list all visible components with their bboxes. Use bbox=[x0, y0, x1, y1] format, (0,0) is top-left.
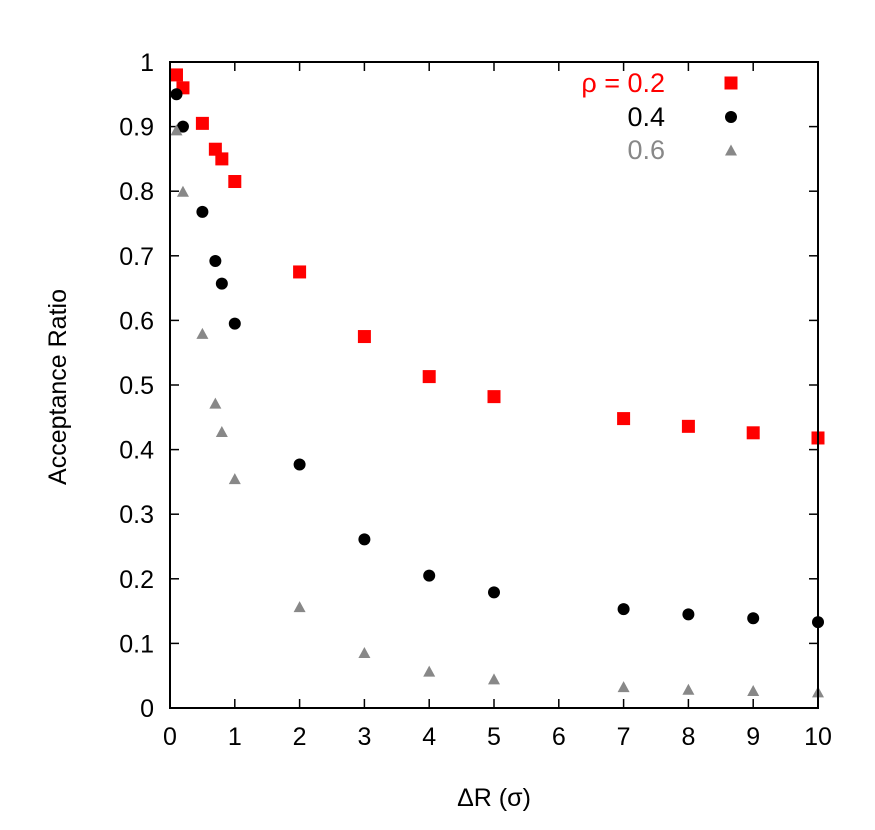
series-3-point bbox=[196, 327, 209, 339]
x-tick-label: 4 bbox=[422, 723, 436, 751]
series-2-point bbox=[228, 317, 241, 330]
y-tick-label: 0.5 bbox=[119, 372, 154, 400]
legend-marker bbox=[725, 111, 737, 123]
y-tick-label: 0.9 bbox=[119, 114, 154, 142]
series-1-point bbox=[746, 426, 760, 440]
y-tick-label: 1 bbox=[140, 49, 154, 77]
series-1-point bbox=[681, 419, 695, 433]
series-2-point bbox=[358, 533, 371, 546]
series-1-point bbox=[215, 152, 229, 166]
series-3-point bbox=[682, 683, 695, 695]
series-3-point bbox=[358, 646, 371, 658]
y-tick-label: 0.6 bbox=[119, 307, 154, 335]
y-tick-label: 0.8 bbox=[119, 178, 154, 206]
series-2 bbox=[170, 88, 824, 629]
series-3-point bbox=[617, 681, 630, 693]
x-tick-label: 0 bbox=[163, 723, 177, 751]
series-2-point bbox=[176, 120, 189, 133]
legend-marker bbox=[724, 76, 738, 90]
x-tick-label: 7 bbox=[617, 723, 631, 751]
x-tick-label: 6 bbox=[552, 723, 566, 751]
data-points bbox=[169, 68, 825, 698]
series-1-point bbox=[357, 330, 371, 344]
series-3-point bbox=[215, 426, 228, 438]
y-tick-label: 0.4 bbox=[119, 437, 154, 465]
axis-ticks bbox=[169, 61, 819, 709]
legend-marker bbox=[725, 144, 737, 156]
plot-frame bbox=[169, 61, 819, 709]
series-1-point bbox=[228, 175, 242, 189]
series-2-point bbox=[682, 608, 695, 621]
series-3-point bbox=[176, 185, 189, 197]
series-3-point bbox=[209, 397, 222, 409]
series-3-point bbox=[488, 673, 500, 685]
legend: ρ = 0.2 0.40.6 bbox=[581, 68, 738, 165]
y-tick-label: 0.3 bbox=[119, 501, 154, 529]
y-axis-label: Acceptance Ratio bbox=[44, 289, 72, 485]
series-2-point bbox=[747, 612, 760, 625]
series-2-point bbox=[196, 205, 209, 218]
series-2-point bbox=[209, 254, 222, 267]
x-tick-label: 3 bbox=[357, 723, 371, 751]
series-1-point bbox=[169, 68, 183, 82]
series-1-point bbox=[422, 370, 436, 384]
series-2-point bbox=[423, 569, 436, 582]
series-1-point bbox=[293, 265, 307, 279]
x-axis-label: ΔR (σ) bbox=[457, 784, 531, 812]
tick-labels: 0 1 2 3 4 5 6 7 8 9 10 0 0.1 0.2 0.3 0.4 0.5 0.6 0.7 0.8 0.9… bbox=[119, 49, 832, 751]
series-1 bbox=[169, 68, 825, 445]
x-tick-label: 9 bbox=[746, 723, 760, 751]
y-tick-label: 0.7 bbox=[119, 243, 154, 271]
x-tick-label: 10 bbox=[804, 723, 832, 751]
x-tick-label: 2 bbox=[293, 723, 307, 751]
series-2-point bbox=[617, 603, 630, 616]
series-2-point bbox=[488, 586, 500, 599]
series-3-point bbox=[293, 601, 306, 613]
series-3-point bbox=[747, 685, 760, 697]
series-3-point bbox=[423, 665, 436, 677]
x-tick-label: 5 bbox=[487, 723, 501, 751]
legend-label: ρ = 0.2 bbox=[581, 68, 665, 98]
y-tick-label: 0 bbox=[140, 695, 154, 723]
y-tick-label: 0.1 bbox=[119, 630, 154, 658]
series-1-point bbox=[195, 116, 209, 130]
series-3-point bbox=[170, 124, 183, 136]
x-tick-label: 1 bbox=[228, 723, 242, 751]
series-2-point bbox=[215, 277, 228, 290]
series-1-point bbox=[617, 412, 631, 426]
series-2-point bbox=[293, 458, 306, 471]
y-tick-label: 0.2 bbox=[119, 566, 154, 594]
legend-label: 0.6 bbox=[627, 135, 665, 165]
series-2-point bbox=[170, 88, 183, 101]
series-3 bbox=[170, 124, 824, 698]
x-tick-label: 8 bbox=[681, 723, 695, 751]
series-3-point bbox=[228, 473, 241, 485]
series-1-point bbox=[487, 390, 501, 404]
legend-label: 0.4 bbox=[627, 102, 665, 132]
